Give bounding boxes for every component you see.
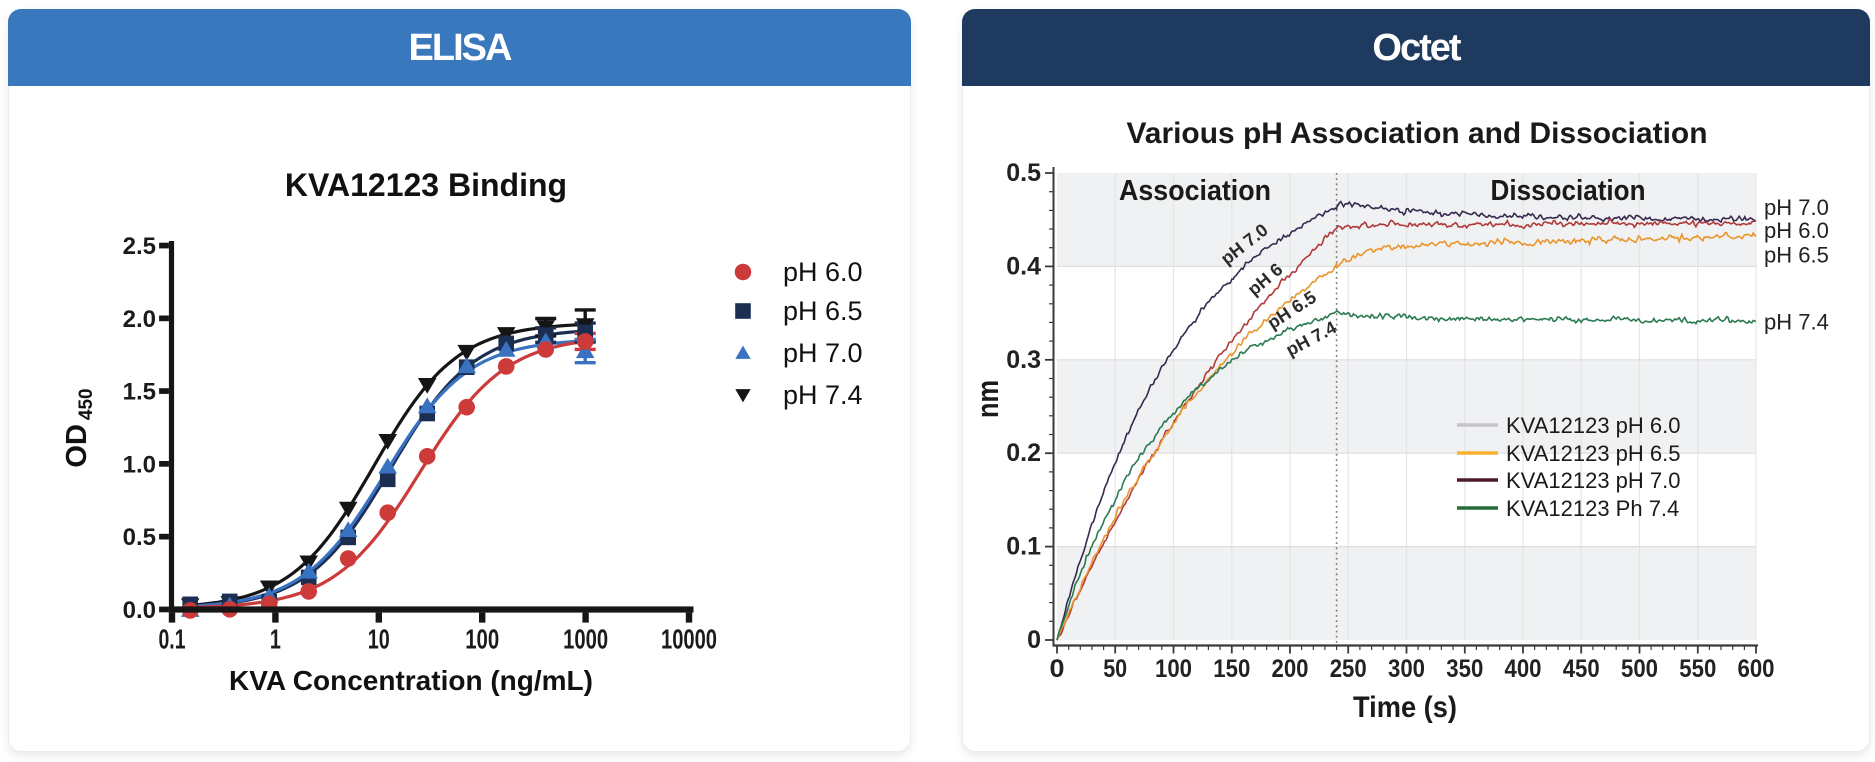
svg-text:0.5: 0.5 [1006, 159, 1041, 187]
svg-text:1.0: 1.0 [123, 451, 156, 478]
svg-text:2.0: 2.0 [123, 306, 156, 333]
svg-text:0.0: 0.0 [123, 597, 156, 624]
svg-text:1000: 1000 [563, 624, 608, 655]
svg-text:100: 100 [1155, 655, 1192, 683]
svg-text:0.4: 0.4 [1006, 252, 1041, 280]
svg-text:200: 200 [1272, 655, 1309, 683]
svg-text:KVA12123 pH 6.0: KVA12123 pH 6.0 [1506, 413, 1681, 438]
svg-text:0: 0 [1027, 626, 1041, 654]
svg-text:10: 10 [368, 624, 390, 655]
svg-text:pH 7.0: pH 7.0 [1764, 195, 1829, 220]
svg-text:0.2: 0.2 [1006, 439, 1041, 467]
svg-text:0: 0 [1050, 655, 1065, 683]
svg-text:pH 6.5: pH 6.5 [1764, 243, 1829, 268]
svg-text:Various pH Association and Dis: Various pH Association and Dissociation [1127, 117, 1708, 150]
svg-text:pH 6.0: pH 6.0 [783, 257, 863, 287]
svg-text:KVA12123 Ph 7.4: KVA12123 Ph 7.4 [1506, 496, 1679, 521]
svg-text:nm: nm [970, 380, 1005, 418]
svg-text:550: 550 [1679, 655, 1716, 683]
svg-text:1: 1 [270, 624, 281, 655]
svg-text:KVA12123 pH 6.5: KVA12123 pH 6.5 [1506, 441, 1681, 466]
svg-text:0.5: 0.5 [123, 524, 156, 551]
svg-text:450: 450 [1563, 655, 1600, 683]
svg-text:2.5: 2.5 [123, 233, 156, 260]
svg-text:Association: Association [1119, 175, 1271, 207]
svg-text:KVA Concentration (ng/mL): KVA Concentration (ng/mL) [229, 665, 593, 696]
svg-text:50: 50 [1103, 655, 1127, 683]
svg-text:400: 400 [1505, 655, 1542, 683]
svg-text:OD450: OD450 [61, 388, 97, 467]
svg-text:pH 6.5: pH 6.5 [783, 296, 863, 326]
svg-text:600: 600 [1738, 655, 1775, 683]
svg-text:500: 500 [1621, 655, 1658, 683]
svg-text:100: 100 [465, 624, 499, 655]
svg-text:350: 350 [1446, 655, 1483, 683]
svg-text:250: 250 [1330, 655, 1367, 683]
svg-text:1.5: 1.5 [123, 379, 156, 406]
svg-text:pH 6.0: pH 6.0 [1764, 218, 1829, 243]
svg-text:300: 300 [1388, 655, 1425, 683]
svg-text:Time (s): Time (s) [1353, 691, 1457, 724]
svg-text:pH 7.0: pH 7.0 [783, 338, 863, 368]
svg-text:0.1: 0.1 [1006, 533, 1041, 561]
svg-text:10000: 10000 [661, 624, 717, 655]
svg-text:pH 7.4: pH 7.4 [783, 380, 863, 410]
svg-text:pH 7.4: pH 7.4 [1764, 310, 1829, 335]
svg-text:150: 150 [1213, 655, 1250, 683]
svg-text:Dissociation: Dissociation [1491, 175, 1646, 207]
svg-text:KVA12123 Binding: KVA12123 Binding [285, 167, 567, 203]
svg-text:KVA12123 pH 7.0: KVA12123 pH 7.0 [1506, 468, 1681, 493]
svg-text:0.1: 0.1 [159, 624, 186, 655]
svg-text:0.3: 0.3 [1006, 346, 1041, 374]
